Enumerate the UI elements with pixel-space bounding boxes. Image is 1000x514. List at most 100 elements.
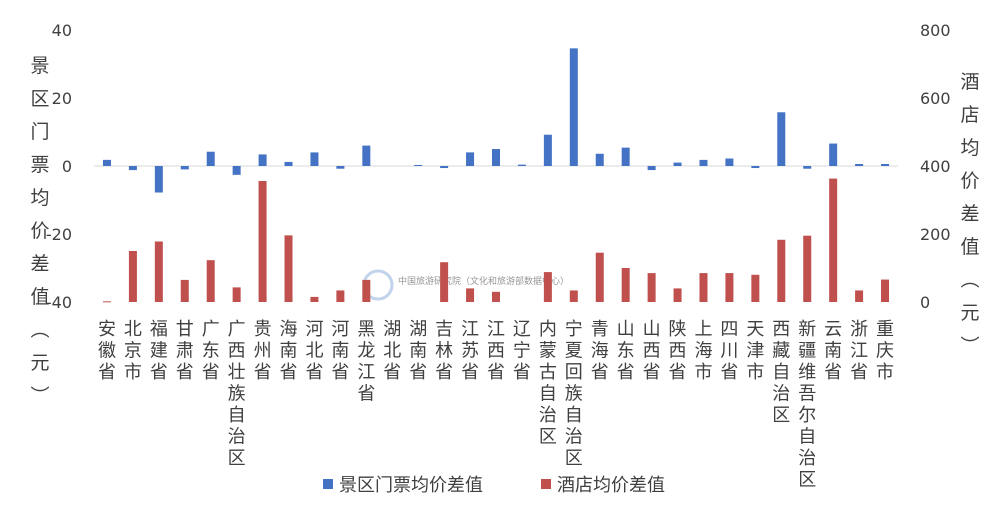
hotel-bar (310, 296, 319, 302)
left-axis-title-char: 差 (30, 253, 49, 275)
category-label: 江西省 (487, 319, 505, 383)
hotel-bar (699, 273, 708, 302)
category-label-char: 治 (798, 448, 816, 469)
category-label: 福建省 (150, 319, 168, 383)
category-label-char: 省 (331, 362, 349, 383)
hotel-bar (725, 273, 734, 302)
right-axis-ticks: 800 600 400 200 0 (920, 21, 951, 312)
scenic-ticket-bar (492, 149, 500, 166)
category-label-char: 省 (824, 362, 842, 383)
category-label: 浙江省 (850, 319, 868, 383)
scenic-ticket-bar (102, 159, 111, 166)
left-axis-tick-label: 20 (52, 89, 72, 108)
category-label-char: 湖 (383, 319, 401, 340)
category-label-char: 藏 (772, 341, 790, 362)
category-label-char: 市 (124, 362, 142, 383)
category-label: 河南省 (331, 319, 349, 383)
hotel-bar (466, 288, 475, 302)
scenic-ticket-bar (803, 166, 812, 169)
category-label-char: 山 (617, 319, 635, 340)
category-label-char: 安 (98, 319, 116, 340)
category-label: 陕西省 (669, 319, 687, 383)
right-axis-tick-label: 0 (920, 293, 930, 312)
category-label-char: 市 (746, 362, 764, 383)
category-label: 广东省 (202, 319, 220, 383)
category-label-char: 省 (643, 362, 661, 383)
right-axis-title-char: 价 (960, 170, 979, 192)
hotel-bar (543, 272, 552, 302)
category-label-char: 自 (798, 427, 816, 448)
category-label-char: 区 (539, 427, 557, 448)
category-label-char: 苏 (461, 341, 479, 362)
left-axis-title-char: 门 (30, 121, 49, 143)
scenic-ticket-bar (725, 158, 734, 166)
category-label: 重庆市 (876, 319, 894, 383)
right-axis-title-char: 元 (960, 302, 979, 324)
category-label-char: 青 (591, 319, 609, 340)
category-label: 辽宁省 (513, 319, 531, 383)
scenic-ticket-bar (699, 159, 708, 166)
category-label: 四川省 (720, 319, 738, 383)
right-axis-title-char: 均 (960, 137, 979, 159)
hotel-bar (128, 251, 137, 302)
hotel-bar (232, 287, 241, 302)
category-label: 湖南省 (409, 319, 427, 383)
category-label-char: 省 (150, 362, 168, 383)
hotel-bar (569, 290, 578, 302)
hotel-bar (881, 279, 890, 302)
category-label-char: 山 (643, 319, 661, 340)
category-label-char: 海 (694, 341, 712, 362)
category-label-char: 省 (435, 362, 453, 383)
scenic-ticket-bar (647, 166, 656, 171)
legend-label: 酒店均价差值 (557, 475, 665, 496)
series-scenic-ticket-bars (102, 48, 890, 193)
legend-item-hotel: 酒店均价差值 (541, 475, 665, 496)
category-label-char: 壮 (228, 362, 246, 383)
category-label-char: 北 (124, 319, 142, 340)
category-label: 海南省 (280, 319, 298, 383)
scenic-ticket-bar (128, 166, 137, 171)
hotel-bar (673, 288, 682, 302)
category-label-char: 族 (228, 384, 246, 405)
right-axis-tick-label: 800 (920, 21, 951, 40)
scenic-ticket-bar (180, 166, 189, 170)
category-label-char: 省 (513, 362, 531, 383)
category-label-char: 福 (150, 319, 168, 340)
scenic-ticket-bar (414, 164, 423, 166)
watermark-text: 中国旅游研究院（文化和旅游部数据中心） (398, 275, 569, 287)
category-label-char: 东 (617, 341, 635, 362)
category-label-char: 宁 (565, 319, 583, 340)
hotel-bar (154, 241, 163, 302)
category-label-char: 省 (617, 362, 635, 383)
category-label-char: 徽 (98, 341, 116, 362)
category-label: 甘肃省 (176, 319, 194, 383)
scenic-ticket-bar (440, 166, 449, 169)
category-label-char: 省 (487, 362, 505, 383)
category-label-char: 省 (669, 362, 687, 383)
category-label-char: 治 (228, 427, 246, 448)
category-label-char: 吉 (435, 319, 453, 340)
left-axis-title: 景区门票均价差值 （ 元 ） (28, 55, 50, 405)
right-axis-tick-label: 200 (920, 225, 951, 244)
category-label-char: 省 (850, 362, 868, 383)
category-label-char: 海 (591, 341, 609, 362)
scenic-ticket-bar (855, 163, 864, 166)
category-label-char: 海 (280, 319, 298, 340)
category-label-char: 南 (409, 341, 427, 362)
category-label-char: 治 (539, 405, 557, 426)
right-axis-tick-label: 400 (920, 157, 951, 176)
category-label-char: 自 (228, 405, 246, 426)
category-label-char: 浙 (850, 319, 868, 340)
category-label-char: 吾 (798, 384, 816, 405)
legend-label: 景区门票均价差值 (339, 475, 483, 496)
hotel-bar (102, 301, 111, 303)
right-axis-title-char: 值 (960, 236, 979, 258)
category-label-char: 区 (565, 448, 583, 469)
hotel-bar (258, 180, 267, 302)
scenic-ticket-bar (154, 166, 163, 193)
hotel-bar (855, 290, 864, 302)
category-label-char: 陕 (669, 319, 687, 340)
left-axis-title-char: 价 (30, 220, 49, 242)
